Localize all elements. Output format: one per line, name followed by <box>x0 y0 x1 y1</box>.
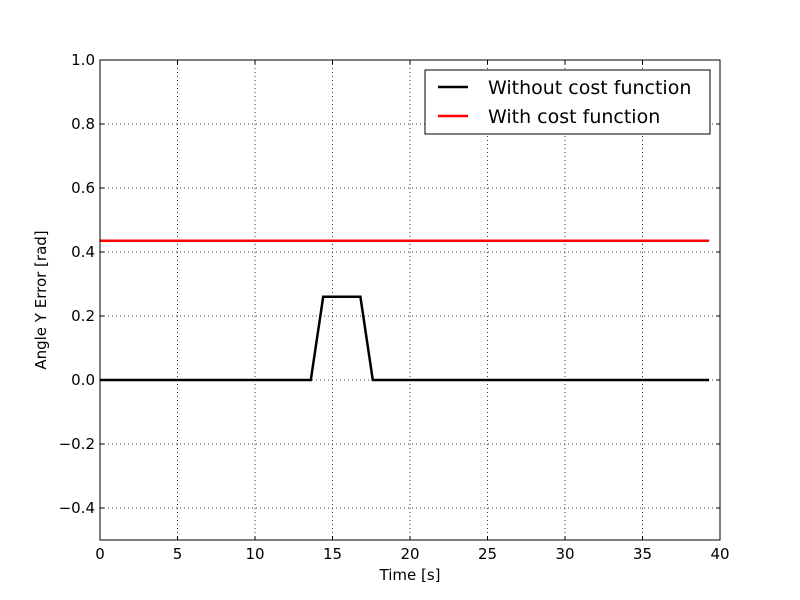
x-tick-label: 0 <box>95 545 105 563</box>
x-tick-label: 35 <box>633 545 652 563</box>
y-tick-label: 0.6 <box>71 179 95 197</box>
x-tick-label: 5 <box>173 545 183 563</box>
legend: Without cost function With cost function <box>424 69 711 135</box>
x-tick-label: 15 <box>323 545 342 563</box>
axis-ticks <box>99 59 721 540</box>
x-tick-label: 30 <box>555 545 574 563</box>
y-tick-label: 1.0 <box>71 51 95 69</box>
x-axis-label: Time [s] <box>379 566 441 584</box>
x-tick-label: 40 <box>710 545 729 563</box>
legend-box <box>424 69 711 135</box>
y-axis-label: Angle Y Error [rad] <box>32 230 50 369</box>
data-series <box>100 239 710 382</box>
x-tick-label: 25 <box>478 545 497 563</box>
tick-labels: 0 5 10 15 20 25 30 35 40 −0.4 −0.2 0.0 0.2 0.4 0.6 0.8 1… <box>59 51 730 563</box>
legend-items: Without cost function With cost function <box>438 77 691 128</box>
y-tick-label: −0.4 <box>59 499 95 517</box>
legend-label-1: Without cost function <box>488 77 691 99</box>
x-tick-label: 20 <box>400 545 419 563</box>
y-tick-label: −0.2 <box>59 435 95 453</box>
y-tick-label: 0.0 <box>71 371 95 389</box>
y-tick-label: 0.2 <box>71 307 95 325</box>
y-tick-label: 0.8 <box>71 115 95 133</box>
legend-label-2: With cost function <box>488 106 660 128</box>
y-tick-label: 0.4 <box>71 243 95 261</box>
x-tick-label: 10 <box>245 545 264 563</box>
series-line-1 <box>100 295 710 382</box>
